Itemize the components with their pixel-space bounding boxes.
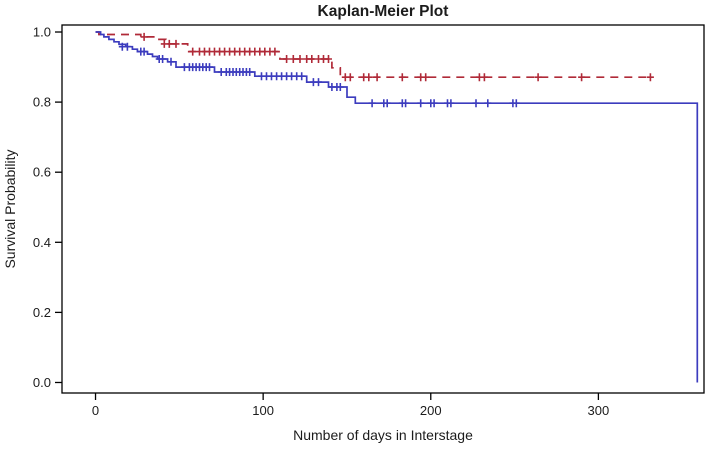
y-axis-tick-label: 1.0 [33,25,51,40]
x-axis-tick-label: 0 [92,403,99,418]
y-axis-tick-label: 0.2 [33,305,51,320]
y-axis-tick-label: 0.4 [33,235,51,250]
group-red-censor-marks [140,32,654,82]
x-axis-tick-label: 200 [420,403,442,418]
group-blue-censor-marks [118,42,520,108]
y-axis-tick-label: 0.8 [33,95,51,110]
chart-title: Kaplan-Meier Plot [318,3,449,20]
y-axis-title: Survival Probability [2,149,18,268]
group-red-survival-curve [95,31,651,79]
y-axis-tick-label: 0.6 [33,165,51,180]
x-axis-tick-label: 100 [252,403,274,418]
x-axis-tick-label: 300 [588,403,610,418]
y-axis-tick-label: 0.0 [33,375,51,390]
plot-frame [61,24,705,394]
x-axis-title: Number of days in Interstage [293,427,473,443]
group-blue-survival-curve [95,31,699,383]
